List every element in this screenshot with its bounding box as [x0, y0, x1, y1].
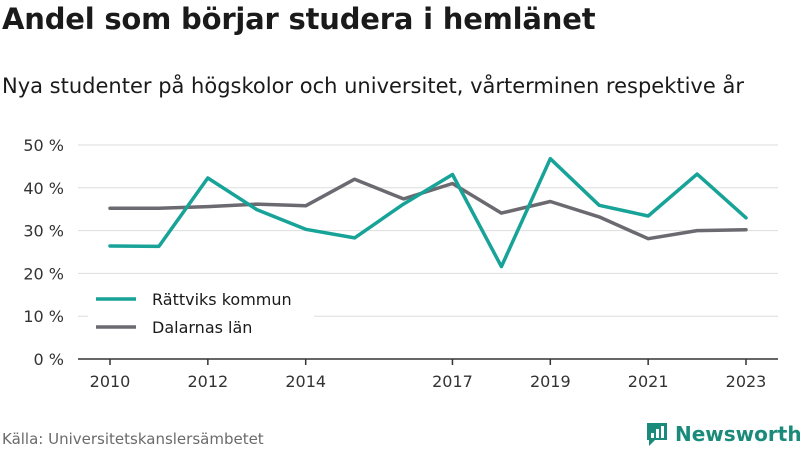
x-tick-label: 2023: [726, 372, 767, 391]
legend-label: Dalarnas län: [152, 318, 252, 337]
source-note: Källa: Universitetskanslersämbetet: [2, 430, 264, 448]
legend-background: [88, 286, 314, 344]
y-tick-label: 10 %: [23, 307, 64, 326]
legend-label: Rättviks kommun: [152, 290, 292, 309]
chart-title: Andel som börjar studera i hemlänet: [2, 2, 596, 36]
y-tick-label: 50 %: [23, 136, 64, 155]
line-chart: 0 % 10 % 20 % 30 % 40 % 50 % 2010 2012 2014 2017…: [23, 136, 778, 391]
y-tick-label: 30 %: [23, 222, 64, 241]
x-tick-label: 2019: [530, 372, 571, 391]
legend: Rättviks kommun Dalarnas län: [88, 286, 314, 344]
x-axis: 2010 2012 2014 2017 2019 2021 2023: [78, 358, 778, 391]
x-tick-label: 2021: [628, 372, 669, 391]
x-tick-label: 2010: [90, 372, 131, 391]
x-tick-label: 2014: [285, 372, 326, 391]
brand-logo: Newsworthy: [645, 420, 800, 448]
y-tick-label: 20 %: [23, 264, 64, 283]
x-tick-label: 2017: [432, 372, 473, 391]
y-tick-label: 40 %: [23, 179, 64, 198]
y-tick-label: 0 %: [34, 350, 64, 369]
newsworthy-logo-icon: [647, 423, 667, 446]
x-tick-label: 2012: [187, 372, 228, 391]
brand-name: Newsworthy: [675, 422, 800, 446]
series-lines: [108, 156, 748, 269]
y-axis-ticks: 0 % 10 % 20 % 30 % 40 % 50 %: [23, 136, 64, 369]
series-line: [108, 156, 748, 269]
chart-subtitle: Nya studenter på högskolor och universit…: [2, 74, 744, 98]
